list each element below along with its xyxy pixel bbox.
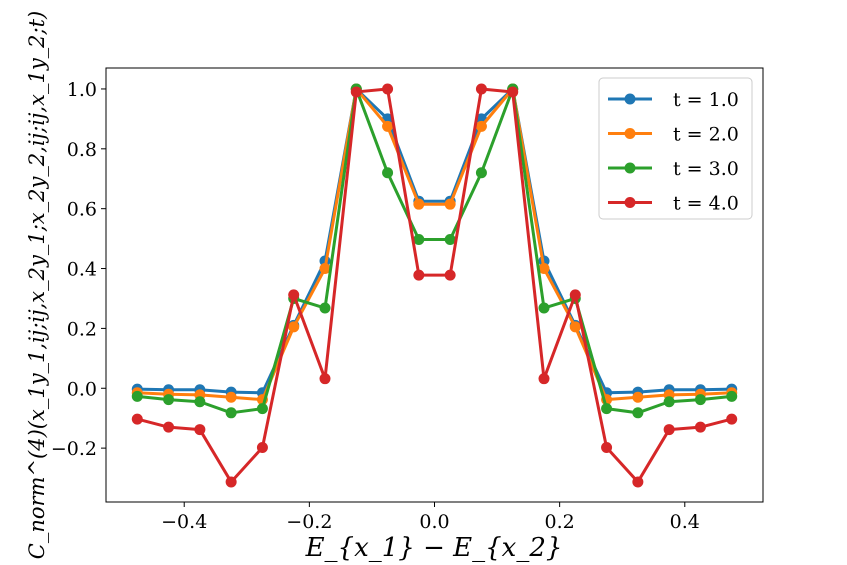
y-axis-label-text: C_norm^(4)(x_1y_1,ij;ij,x_2y_1;x_2y_2,ij… (25, 11, 49, 559)
data-point (319, 302, 331, 314)
data-point (382, 120, 394, 132)
legend-swatch-marker (624, 128, 636, 139)
x-tick-label: 0.0 (419, 511, 449, 533)
data-point (475, 167, 487, 179)
data-point (413, 269, 425, 281)
data-point (225, 407, 237, 419)
y-tick-label: 1.0 (67, 79, 97, 101)
data-point (569, 321, 581, 333)
data-point (694, 421, 706, 433)
x-axis-ticks: −0.4 −0.2 0.0 0.2 0.4 (161, 502, 700, 533)
data-point (163, 394, 175, 406)
data-point (382, 83, 394, 95)
data-point (632, 391, 644, 403)
data-point (256, 403, 268, 415)
data-point (538, 302, 550, 314)
data-point (726, 390, 738, 402)
y-tick-label: −0.2 (51, 438, 97, 460)
data-point (663, 424, 675, 436)
data-point (288, 289, 300, 301)
data-point (225, 391, 237, 403)
data-point (475, 120, 487, 132)
y-tick-label: 0.6 (67, 199, 97, 221)
data-point (475, 83, 487, 95)
data-point (444, 198, 456, 210)
legend-item: t = 2.0 (608, 124, 739, 146)
data-point (632, 407, 644, 419)
data-point (350, 86, 362, 98)
data-point (131, 390, 143, 402)
y-tick-label: 0.0 (67, 378, 97, 400)
data-point (632, 476, 644, 488)
legend-box (598, 77, 753, 220)
data-point (131, 413, 143, 425)
legend-swatch-marker (624, 197, 636, 208)
data-point (601, 442, 613, 454)
legend-item: t = 1.0 (608, 89, 739, 111)
data-point (413, 234, 425, 246)
data-point (601, 403, 613, 415)
data-point (319, 373, 331, 385)
x-axis-label: E_{x_1} − E_{x_2} (305, 533, 563, 563)
data-point (288, 321, 300, 333)
data-point (256, 442, 268, 454)
data-point (569, 289, 581, 301)
legend-item: t = 4.0 (608, 193, 739, 215)
legend-label: t = 2.0 (673, 124, 739, 146)
legend-item: t = 3.0 (608, 158, 739, 180)
data-point (413, 198, 425, 210)
series-layer (131, 83, 738, 488)
series-line (136, 87, 733, 484)
series-4 (131, 83, 738, 488)
data-point (382, 167, 394, 179)
y-tick-label: 0.8 (67, 139, 97, 161)
data-point (444, 234, 456, 246)
data-point (663, 396, 675, 408)
legend-label: t = 4.0 (673, 193, 739, 215)
legend-swatch-marker (624, 162, 636, 174)
y-axis-label: C_norm^(4)(x_1y_1,ij;ij,x_2y_1;x_2y_2,ij… (25, 11, 49, 559)
x-tick-label: 0.2 (545, 511, 575, 533)
legend: t = 1.0 t = 2.0 t = 3.0 t = 4.0 (598, 77, 753, 220)
legend-label: t = 3.0 (673, 158, 739, 180)
data-point (538, 263, 550, 275)
data-point (444, 269, 456, 281)
data-point (694, 394, 706, 406)
data-point (163, 421, 175, 433)
data-point (319, 263, 331, 275)
y-tick-label: 0.4 (67, 259, 97, 281)
x-tick-label: 0.4 (670, 511, 700, 533)
x-axis-label-text: E_{x_1} − E_{x_2} (305, 533, 563, 563)
legend-label: t = 1.0 (673, 89, 739, 111)
data-point (538, 373, 550, 385)
x-tick-label: −0.4 (161, 511, 207, 533)
data-point (726, 413, 738, 425)
data-point (507, 86, 519, 98)
y-axis-ticks: −0.2 0.0 0.2 0.4 0.6 0.8 1.0 (51, 79, 106, 460)
data-point (194, 424, 206, 436)
x-tick-label: −0.2 (286, 511, 332, 533)
legend-swatch-marker (624, 93, 636, 105)
y-tick-label: 0.2 (67, 318, 97, 340)
data-point (194, 396, 206, 408)
data-point (225, 476, 237, 488)
